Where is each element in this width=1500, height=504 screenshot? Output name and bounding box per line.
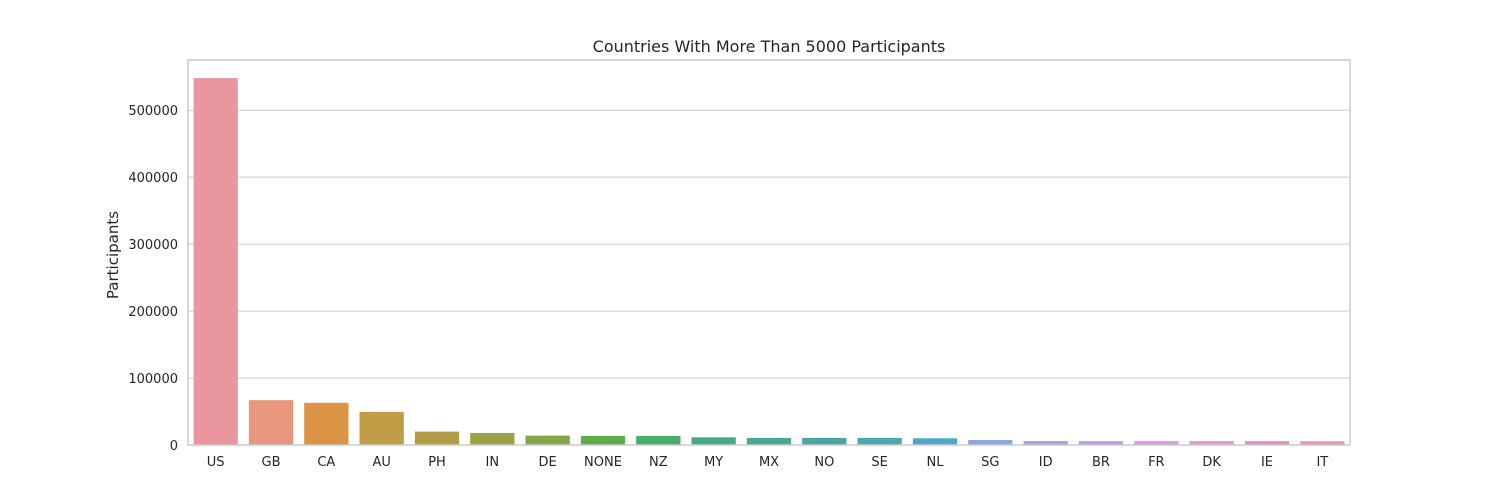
x-tick-label: IT xyxy=(1316,455,1328,470)
x-tick-label: BR xyxy=(1092,455,1110,470)
x-tick-label: NL xyxy=(927,455,945,470)
x-tick-label: AU xyxy=(372,455,390,470)
bar-se xyxy=(857,437,902,445)
x-tick-label: MX xyxy=(759,455,779,470)
y-axis-label: Participants xyxy=(104,211,122,299)
x-tick-label: DK xyxy=(1202,455,1221,470)
x-tick-label: DE xyxy=(539,455,557,470)
bar-ph xyxy=(414,431,460,445)
chart-title: Countries With More Than 5000 Participan… xyxy=(593,37,946,56)
bar-nz xyxy=(636,435,681,445)
bar-no xyxy=(802,437,847,445)
y-tick-label: 200000 xyxy=(128,305,178,320)
bar-in xyxy=(470,432,515,445)
bar-us xyxy=(193,78,238,446)
x-tick-label: US xyxy=(207,455,225,470)
bar-gb xyxy=(248,400,294,445)
x-tick-label: FR xyxy=(1148,455,1165,470)
y-tick-label: 300000 xyxy=(128,238,178,253)
bar-my xyxy=(691,437,736,445)
bar-fr xyxy=(1134,441,1179,445)
x-tick-label: IE xyxy=(1261,455,1273,470)
plot-frame xyxy=(187,59,1351,446)
x-tick-label: IN xyxy=(486,455,500,470)
x-tick-label: SE xyxy=(871,455,887,470)
bar-none xyxy=(580,435,626,445)
bar-id xyxy=(1023,440,1068,445)
bars xyxy=(193,78,1345,446)
bar-dk xyxy=(1189,441,1234,445)
y-tick-label: 0 xyxy=(170,439,178,454)
bar-sg xyxy=(968,439,1013,445)
bar-nl xyxy=(912,438,958,445)
bar-de xyxy=(525,435,570,445)
x-tick-label: GB xyxy=(262,455,281,470)
bar-ca xyxy=(304,402,349,445)
bar-ie xyxy=(1244,441,1290,445)
x-tick-label: MY xyxy=(704,455,723,470)
y-tick-label: 100000 xyxy=(128,372,178,387)
x-tick-label: NO xyxy=(814,455,834,470)
gridlines xyxy=(188,109,1350,446)
y-axis-ticks: 0 100000 200000 300000 400000 500000 xyxy=(128,104,178,454)
x-tick-label: NZ xyxy=(649,455,668,470)
x-tick-label: ID xyxy=(1039,455,1053,470)
x-axis-ticks: US GB CA AU PH IN DE NONE NZ MY MX NO SE NL SG ID BR FR DK… xyxy=(207,455,1329,470)
x-tick-label: PH xyxy=(428,455,446,470)
bar-br xyxy=(1078,441,1124,445)
bar-it xyxy=(1300,441,1345,445)
x-tick-label: CA xyxy=(317,455,335,470)
bar-mx xyxy=(746,437,792,445)
bar-au xyxy=(359,411,404,445)
y-tick-label: 500000 xyxy=(128,104,178,119)
x-tick-label: NONE xyxy=(584,455,622,470)
x-tick-label: SG xyxy=(981,455,999,470)
y-tick-label: 400000 xyxy=(128,171,178,186)
